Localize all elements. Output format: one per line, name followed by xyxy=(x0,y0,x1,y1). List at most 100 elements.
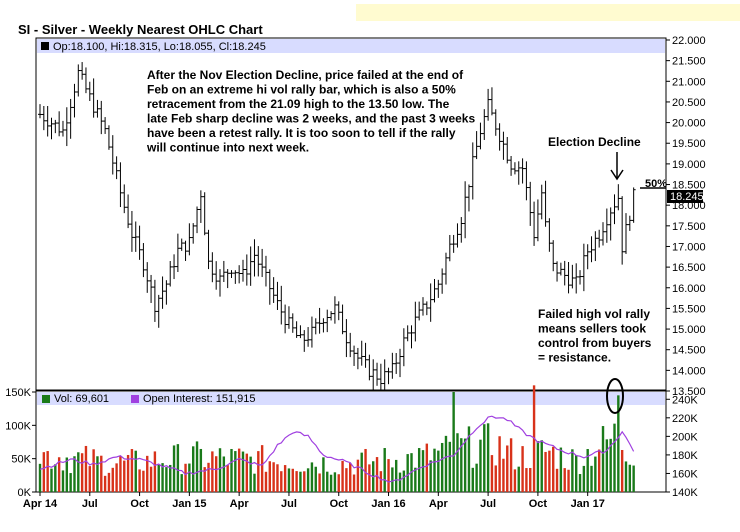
volume-bar xyxy=(417,448,421,492)
volume-bar xyxy=(628,464,632,492)
annotation-line: Failed high vol rally xyxy=(538,307,650,321)
x-tick-label: Apr xyxy=(230,498,250,510)
volume-bar xyxy=(521,446,524,492)
volume-bar xyxy=(318,473,321,492)
annotation-line: will continue into next week. xyxy=(146,141,309,155)
volume-bar xyxy=(398,472,402,492)
main-comment: After the Nov Election Decline, price fa… xyxy=(146,68,475,155)
volume-bar xyxy=(329,474,333,492)
volume-bar xyxy=(169,464,172,492)
volume-bar xyxy=(425,443,429,492)
volume-bar xyxy=(291,468,294,492)
volume-bar xyxy=(364,448,367,492)
volume-bar xyxy=(559,447,563,492)
oi-tick-label: 220K xyxy=(672,413,698,425)
volume-bar xyxy=(571,449,574,492)
price-tick-label: 18.500 xyxy=(672,180,706,192)
volume-bar xyxy=(529,467,532,492)
price-tick-label: 16.500 xyxy=(672,262,706,274)
volume-bar xyxy=(226,465,229,492)
volume-bar xyxy=(322,457,325,492)
volume-bar xyxy=(345,468,348,492)
volume-bar xyxy=(42,452,46,492)
volume-bar xyxy=(176,444,180,492)
x-tick-label: Jan 15 xyxy=(172,498,206,510)
volume-bar xyxy=(46,451,49,492)
volume-bar xyxy=(245,453,249,492)
volume-bar xyxy=(38,463,42,492)
volume-tick-label: 50K xyxy=(11,454,31,466)
price-tick-label: 21.000 xyxy=(672,76,706,88)
volume-bar xyxy=(180,474,183,492)
price-tick-label: 14.500 xyxy=(672,345,706,357)
annotation-line: = resistance. xyxy=(538,351,611,365)
volume-bar xyxy=(230,448,233,492)
volume-bar xyxy=(107,472,111,492)
volume-bar xyxy=(123,460,126,492)
volume-bar xyxy=(632,465,635,492)
volume-bar xyxy=(594,456,597,492)
volume-bar xyxy=(391,467,394,492)
volume-bar xyxy=(130,449,134,492)
volume-bar xyxy=(387,459,390,492)
volume-bar xyxy=(119,456,122,492)
price-axis: 22.000 21.500 21.000 20.500 20.000 19.500 19.0… xyxy=(666,35,706,398)
ohlc-readout-bar xyxy=(37,39,665,53)
volume-bar xyxy=(161,463,164,492)
oi-tick-label: 240K xyxy=(672,394,698,406)
volume-bar xyxy=(326,471,329,492)
oi-axis: 240K 220K 200K 180K 160K 140K xyxy=(666,394,698,499)
x-axis: Apr 14 Jul Oct Jan 15 Apr Jul Oct Jan 16 Apr Jul O… xyxy=(23,492,605,510)
volume-bar xyxy=(575,455,578,492)
volume-bar xyxy=(578,474,582,492)
volume-bar xyxy=(433,448,436,492)
price-tick-label: 17.500 xyxy=(672,221,706,233)
volume-bar xyxy=(544,451,547,492)
volume-bar xyxy=(506,445,509,492)
volume-bar xyxy=(475,463,478,492)
price-tick-label: 19.500 xyxy=(672,138,706,150)
volume-bar xyxy=(69,473,72,492)
volume-bar xyxy=(50,468,53,492)
volume-bar xyxy=(552,446,555,492)
volume-bar xyxy=(96,456,99,492)
price-tick-label: 20.000 xyxy=(672,118,706,130)
volume-bar xyxy=(452,392,455,492)
volume-legend: Vol: 69,601 xyxy=(54,393,109,405)
price-tick-label: 13.500 xyxy=(672,386,706,398)
x-tick-label: Oct xyxy=(130,498,149,510)
price-tick-label: 16.000 xyxy=(672,283,706,295)
volume-tick-label: 0K xyxy=(18,487,32,499)
volume-bar xyxy=(563,468,566,492)
volume-bar xyxy=(402,470,406,492)
volume-bar xyxy=(479,439,482,492)
volume-bar xyxy=(555,468,559,492)
volume-bar xyxy=(195,441,199,492)
volume-bar xyxy=(467,426,471,492)
volume-bar xyxy=(536,441,540,492)
annotation-line: late Feb sharp decline was 2 weeks, and … xyxy=(147,112,475,126)
volume-bar xyxy=(471,467,474,492)
volume-bar xyxy=(188,463,191,492)
volume-bar xyxy=(134,450,137,492)
volume-bar xyxy=(103,475,107,492)
volume-bar xyxy=(456,433,459,492)
annotation-line: have been a retest rally. It is too soon… xyxy=(147,126,456,140)
volume-bar xyxy=(341,460,344,492)
election-decline-label: Election Decline xyxy=(548,135,641,149)
volume-bar xyxy=(272,462,275,492)
volume-bar xyxy=(540,440,543,492)
volume-bar xyxy=(80,453,84,492)
volume-bar xyxy=(203,467,206,492)
volume-bar xyxy=(360,452,363,492)
volume-bar xyxy=(394,459,398,492)
volume-bar xyxy=(379,471,383,492)
price-tick-label: 19.000 xyxy=(672,159,706,171)
volume-bar xyxy=(241,451,245,492)
volume-bar xyxy=(222,456,226,492)
x-tick-label: Jul xyxy=(82,498,98,510)
volume-bar xyxy=(609,438,612,492)
volume-bar xyxy=(253,473,256,492)
volume-bar xyxy=(149,466,153,492)
